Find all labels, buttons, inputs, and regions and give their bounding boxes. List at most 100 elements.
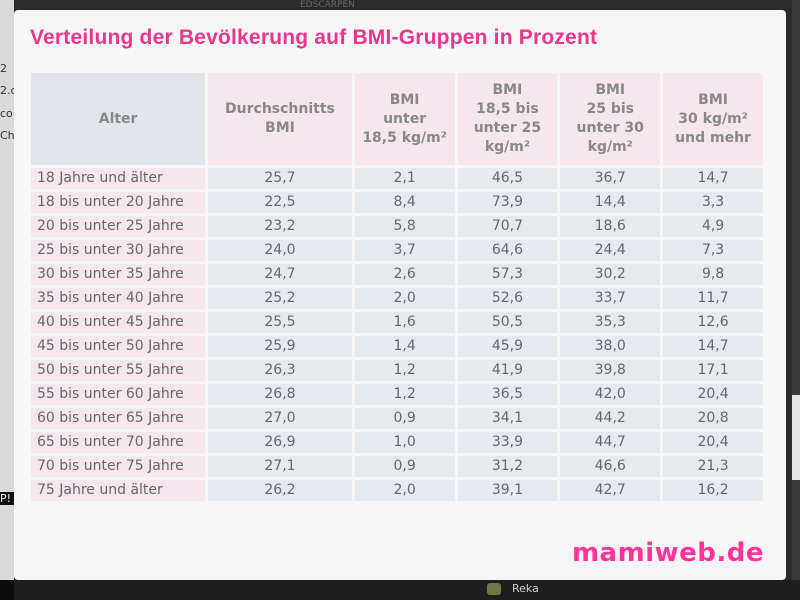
value-cell: 1,2 (354, 360, 455, 381)
value-cell: 20,8 (663, 408, 763, 429)
value-cell: 9,8 (663, 264, 763, 285)
value-cell: 34,1 (457, 408, 558, 429)
table-row: 45 bis unter 50 Jahre 25,9 1,4 45,9 38,0 14,7 (31, 336, 763, 357)
value-cell: 41,9 (457, 360, 558, 381)
background-text-fragment: Ch (0, 129, 14, 142)
age-group-cell: 70 bis unter 75 Jahre (31, 456, 206, 477)
age-group-cell: 65 bis unter 70 Jahre (31, 432, 206, 453)
header-label: Alter (98, 110, 138, 127)
bmi-table-container: Alter Durchschnitts BMI BMI unter 18,5 kg/m… (31, 73, 769, 523)
value-cell: 2,1 (354, 168, 455, 189)
header-average-bmi: Durchschnitts BMI (208, 73, 352, 165)
value-cell: 1,0 (354, 432, 455, 453)
value-cell: 3,3 (663, 192, 763, 213)
value-cell: 8,4 (354, 192, 455, 213)
table-row: 50 bis unter 55 Jahre 26,3 1,2 41,9 39,8 17,1 (31, 360, 763, 381)
value-cell: 1,6 (354, 312, 455, 333)
header-label: BMI 18,5 bis unter 25 kg/m² (473, 82, 542, 155)
value-cell: 44,2 (560, 408, 661, 429)
table-row: 35 bis unter 40 Jahre 25,2 2,0 52,6 33,7 11,7 (31, 288, 763, 309)
value-cell: 64,6 (457, 240, 558, 261)
age-group-cell: 75 Jahre und älter (31, 480, 206, 501)
value-cell: 25,9 (208, 336, 352, 357)
value-cell: 27,0 (208, 408, 352, 429)
value-cell: 3,7 (354, 240, 455, 261)
background-page-right (792, 0, 800, 600)
age-group-cell: 60 bis unter 65 Jahre (31, 408, 206, 429)
table-row: 65 bis unter 70 Jahre 26,9 1,0 33,9 44,7 20,4 (31, 432, 763, 453)
background-page-right-panel (792, 395, 800, 480)
value-cell: 22,5 (208, 192, 352, 213)
value-cell: 16,2 (663, 480, 763, 501)
value-cell: 2,0 (354, 480, 455, 501)
value-cell: 1,4 (354, 336, 455, 357)
value-cell: 21,3 (663, 456, 763, 477)
value-cell: 26,2 (208, 480, 352, 501)
value-cell: 50,5 (457, 312, 558, 333)
value-cell: 23,2 (208, 216, 352, 237)
value-cell: 33,9 (457, 432, 558, 453)
header-label: Durchschnitts BMI (225, 101, 335, 136)
value-cell: 20,4 (663, 384, 763, 405)
value-cell: 36,7 (560, 168, 661, 189)
value-cell: 39,1 (457, 480, 558, 501)
table-row: 18 bis unter 20 Jahre 22,5 8,4 73,9 14,4 3,3 (31, 192, 763, 213)
header-bmi-18-5-to-25: BMI 18,5 bis unter 25 kg/m² (457, 73, 558, 165)
value-cell: 44,7 (560, 432, 661, 453)
value-cell: 2,6 (354, 264, 455, 285)
table-row: 25 bis unter 30 Jahre 24,0 3,7 64,6 24,4 7,3 (31, 240, 763, 261)
value-cell: 24,4 (560, 240, 661, 261)
age-group-cell: 45 bis unter 50 Jahre (31, 336, 206, 357)
header-label: BMI 25 bis unter 30 kg/m² (576, 82, 644, 155)
value-cell: 27,1 (208, 456, 352, 477)
age-group-cell: 50 bis unter 55 Jahre (31, 360, 206, 381)
background-top-text: EDSCARPEN (300, 0, 355, 10)
age-group-cell: 25 bis unter 30 Jahre (31, 240, 206, 261)
value-cell: 18,6 (560, 216, 661, 237)
value-cell: 33,7 (560, 288, 661, 309)
value-cell: 2,0 (354, 288, 455, 309)
value-cell: 17,1 (663, 360, 763, 381)
value-cell: 38,0 (560, 336, 661, 357)
value-cell: 4,9 (663, 216, 763, 237)
table-row: 40 bis unter 45 Jahre 25,5 1,6 50,5 35,3 12,6 (31, 312, 763, 333)
background-bottom-text: Reka (512, 582, 539, 595)
value-cell: 26,9 (208, 432, 352, 453)
header-bmi-under-18-5: BMI unter 18,5 kg/m² (354, 73, 455, 165)
table-row: 18 Jahre und älter 25,7 2,1 46,5 36,7 14,7 (31, 168, 763, 189)
value-cell: 25,7 (208, 168, 352, 189)
value-cell: 46,6 (560, 456, 661, 477)
background-page-left (0, 0, 14, 600)
background-text-fragment: 2 (0, 62, 7, 75)
value-cell: 57,3 (457, 264, 558, 285)
value-cell: 39,8 (560, 360, 661, 381)
header-bmi-25-to-30: BMI 25 bis unter 30 kg/m² (560, 73, 661, 165)
value-cell: 46,5 (457, 168, 558, 189)
table-header-row: Alter Durchschnitts BMI BMI unter 18,5 kg/m… (31, 73, 763, 165)
value-cell: 30,2 (560, 264, 661, 285)
header-age: Alter (31, 73, 206, 165)
table-row: 55 bis unter 60 Jahre 26,8 1,2 36,5 42,0 20,4 (31, 384, 763, 405)
age-group-cell: 55 bis unter 60 Jahre (31, 384, 206, 405)
background-page-bottom-left (0, 580, 14, 600)
value-cell: 20,4 (663, 432, 763, 453)
value-cell: 0,9 (354, 456, 455, 477)
background-app-icon (487, 583, 501, 595)
age-group-cell: 30 bis unter 35 Jahre (31, 264, 206, 285)
value-cell: 0,9 (354, 408, 455, 429)
header-label: BMI unter 18,5 kg/m² (362, 91, 447, 146)
value-cell: 26,3 (208, 360, 352, 381)
brand-logo: mamiweb.de (571, 538, 764, 568)
value-cell: 1,2 (354, 384, 455, 405)
value-cell: 25,2 (208, 288, 352, 309)
age-group-cell: 35 bis unter 40 Jahre (31, 288, 206, 309)
table-row: 70 bis unter 75 Jahre 27,1 0,9 31,2 46,6 21,3 (31, 456, 763, 477)
header-label: BMI 30 kg/m² und mehr (675, 91, 751, 146)
background-text-fragment: 2.c (0, 84, 14, 97)
bmi-table: Alter Durchschnitts BMI BMI unter 18,5 kg/m… (28, 70, 766, 504)
value-cell: 12,6 (663, 312, 763, 333)
value-cell: 14,7 (663, 336, 763, 357)
modal-title: Verteilung der Bevölkerung auf BMI-Grupp… (30, 26, 598, 49)
value-cell: 26,8 (208, 384, 352, 405)
table-row: 75 Jahre und älter 26,2 2,0 39,1 42,7 16,2 (31, 480, 763, 501)
